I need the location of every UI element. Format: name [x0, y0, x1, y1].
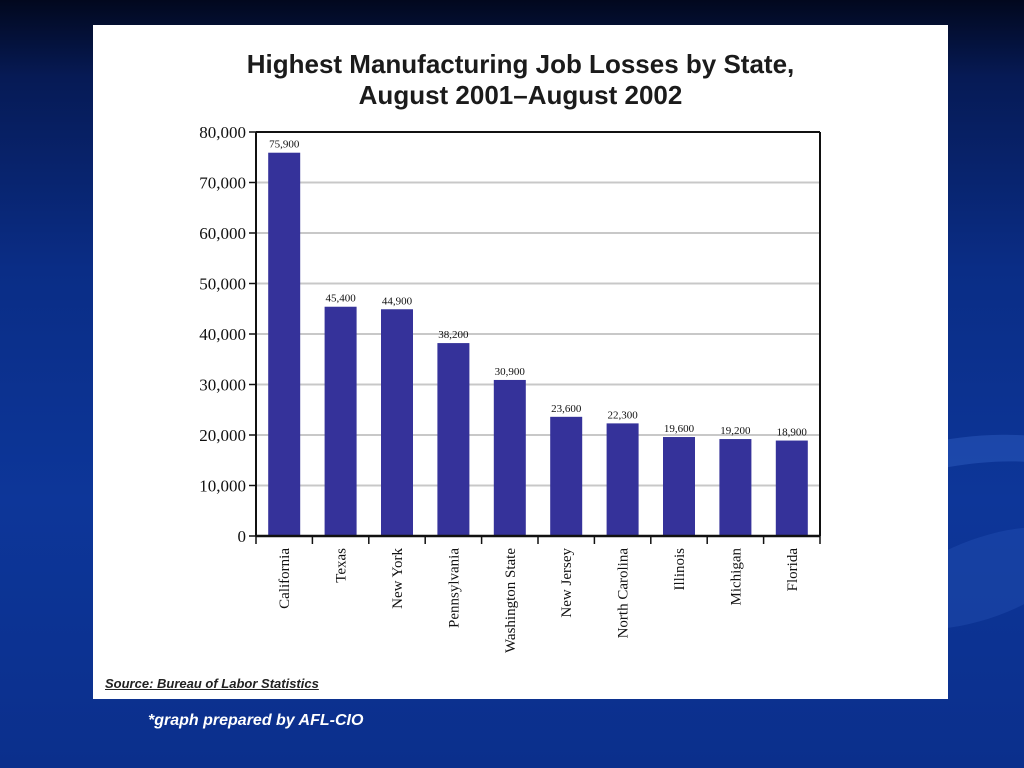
y-tick-label: 80,000	[199, 123, 246, 142]
bar	[719, 439, 752, 536]
bar-value-label: 75,900	[269, 139, 300, 151]
x-category-label: Pennsylvania	[446, 548, 462, 628]
bar	[663, 437, 695, 536]
y-tick-label: 10,000	[199, 477, 246, 496]
y-tick-label: 40,000	[199, 325, 246, 344]
chart-panel: Highest Manufacturing Job Losses by Stat…	[93, 25, 948, 699]
source-note: Source: Bureau of Labor Statistics	[105, 676, 319, 691]
bar-value-label: 45,400	[325, 293, 356, 305]
bar-value-label: 23,600	[551, 403, 582, 415]
bar	[381, 309, 413, 536]
x-category-label: New Jersey	[559, 548, 575, 618]
x-category-label: North Carolina	[616, 548, 632, 639]
bar-value-label: 44,900	[382, 295, 413, 307]
bar-chart: 0 10,000 20,000 30,000 40,000 50,000 60,000 70,…	[199, 123, 821, 653]
credit-note: *graph prepared by AFL-CIO	[148, 712, 364, 729]
bar-value-label: 30,900	[495, 366, 526, 378]
bar	[493, 379, 526, 536]
x-category-label: New York	[390, 548, 406, 609]
bar	[550, 416, 583, 536]
bar-value-label: 22,300	[607, 409, 638, 421]
y-tick-label: 70,000	[199, 174, 246, 193]
chart-title: Highest Manufacturing Job Losses by Stat…	[246, 49, 795, 79]
x-category-label: Washington State	[503, 548, 519, 653]
y-tick-label: 60,000	[199, 224, 246, 243]
chart-subtitle: August 2001–August 2002	[358, 80, 683, 110]
x-category-label: California	[277, 548, 293, 609]
x-category-label: Florida	[785, 548, 801, 592]
x-category-label: Texas	[334, 548, 350, 583]
bar-value-label: 18,900	[777, 427, 808, 439]
y-tick-label: 20,000	[199, 426, 246, 445]
y-tick-label: 30,000	[199, 376, 246, 395]
bar-value-label: 38,200	[438, 329, 469, 341]
y-tick-label: 50,000	[199, 275, 246, 294]
bar	[606, 423, 639, 536]
bar-value-label: 19,200	[720, 425, 751, 437]
bar-value-label: 19,600	[664, 423, 695, 435]
bar	[437, 343, 470, 536]
x-category-label: Michigan	[728, 548, 744, 606]
y-tick-label: 0	[238, 527, 247, 546]
bar	[775, 440, 808, 536]
bar	[268, 152, 301, 536]
chart-title-block: Highest Manufacturing Job Losses by Stat…	[93, 49, 948, 111]
bar	[324, 306, 357, 536]
x-category-label: Illinois	[672, 548, 688, 591]
